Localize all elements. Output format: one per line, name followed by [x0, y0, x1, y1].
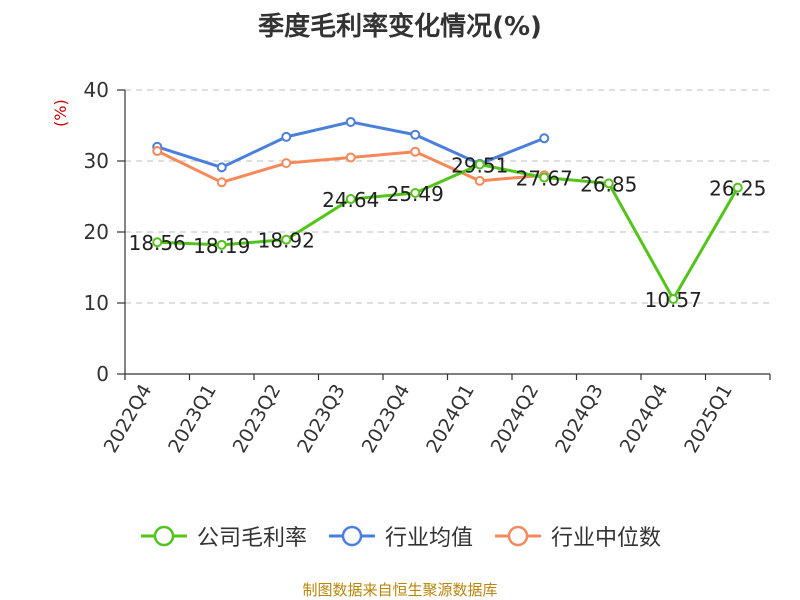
y-tick-label: 40 [84, 78, 109, 102]
series-1-point [281, 131, 292, 142]
legend-item-series-1: 行业均值 [327, 520, 473, 552]
y-tick-label: 30 [84, 149, 109, 173]
series-0-point [539, 172, 550, 183]
legend-swatch-marker [341, 525, 363, 547]
series-0-point [410, 188, 421, 199]
series-2-point [345, 152, 356, 163]
series-2-point [474, 175, 485, 186]
legend-swatch-marker [153, 525, 175, 547]
series-2-point [281, 158, 292, 169]
legend-item-series-0: 公司毛利率 [139, 520, 307, 552]
x-tick-label: 2024Q2 [487, 381, 544, 457]
x-tick-label: 2024Q3 [551, 381, 608, 457]
series-0-data-label: 27.67 [516, 167, 573, 191]
series-1-point [216, 162, 227, 173]
x-tick-label: 2023Q4 [358, 381, 415, 457]
legend-label: 行业均值 [384, 526, 473, 551]
legend-swatch-marker [507, 525, 529, 547]
series-2-point [410, 146, 421, 157]
chart-title: 季度毛利率变化情况(%) [258, 12, 542, 42]
legend-swatch-series-2 [495, 525, 541, 547]
x-tick-label: 2023Q3 [293, 381, 350, 457]
series-1-point [410, 129, 421, 140]
series-0-data-label: 25.49 [387, 182, 444, 206]
legend-swatch-series-1 [328, 525, 375, 547]
legend-label: 公司毛利率 [196, 526, 307, 551]
series-0-point [281, 234, 292, 245]
legend: 公司毛利率 行业均值 行业中位数 [0, 520, 800, 552]
series-0-point [474, 159, 485, 170]
legend-label: 行业中位数 [551, 526, 662, 551]
legend-item-series-2: 行业中位数 [493, 520, 661, 552]
y-tick-label: 20 [84, 220, 109, 244]
series-0-data-label: 29.51 [451, 153, 508, 177]
series-0-point [668, 293, 679, 304]
y-tick-label: 10 [84, 291, 109, 315]
series-0-data-label: 18.19 [193, 234, 250, 258]
x-tick-label: 2024Q1 [422, 381, 479, 457]
series-0-point [603, 178, 614, 189]
series-0-data-label: 26.25 [709, 177, 766, 201]
y-tick-label: 0 [96, 362, 109, 386]
legend-swatch-series-0 [140, 525, 187, 547]
series-2-point [152, 146, 163, 157]
x-tick-label: 2024Q4 [616, 381, 673, 457]
series-0-data-label: 18.92 [258, 229, 315, 253]
source-note: 制图数据来自恒生聚源数据库 [302, 581, 498, 599]
series-0-point [732, 182, 743, 193]
series-2-point [216, 177, 227, 188]
series-0-point [345, 194, 356, 205]
series-0-line [157, 162, 740, 301]
series-0-point [152, 237, 163, 248]
x-tick-label: 2022Q4 [100, 381, 157, 457]
series-0-data-label: 10.57 [645, 288, 702, 312]
x-tick-label: 2025Q1 [680, 381, 737, 457]
x-tick-label: 2023Q1 [164, 381, 221, 457]
series-0-data-label: 26.85 [580, 172, 637, 196]
series-0-data-label: 18.56 [129, 231, 186, 255]
series-0-data-label: 24.64 [322, 188, 379, 212]
series-1-point [345, 116, 356, 127]
series-1-point [539, 133, 550, 144]
series-0-point [216, 239, 227, 250]
x-tick-label: 2023Q2 [229, 381, 286, 457]
